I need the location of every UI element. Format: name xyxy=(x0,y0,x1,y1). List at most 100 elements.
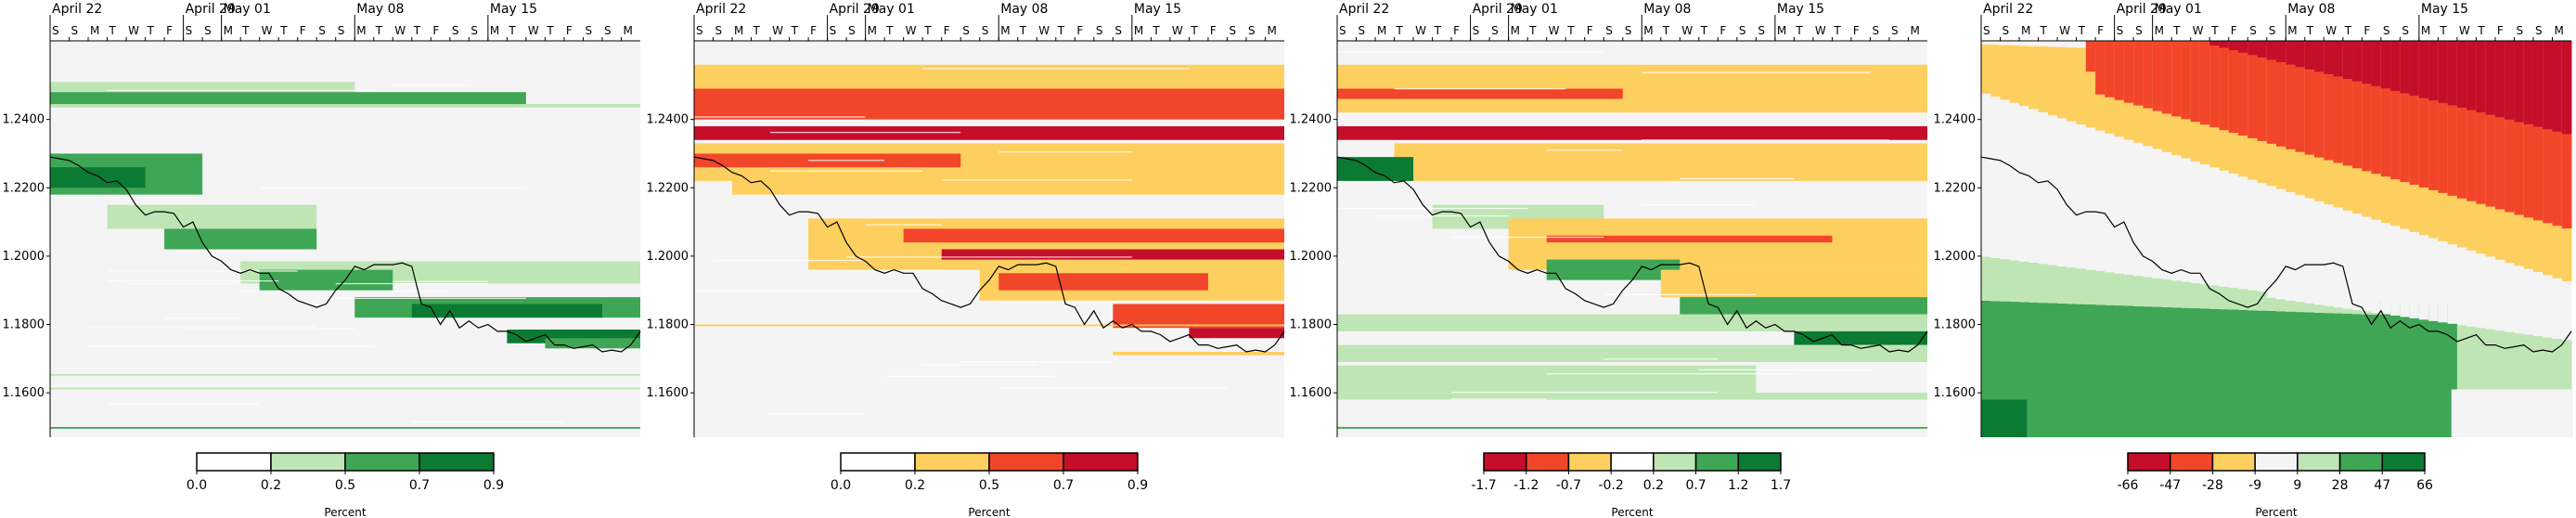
heatmap-column xyxy=(2447,41,2458,106)
day-label: T xyxy=(1795,24,1803,37)
heatmap-column xyxy=(2257,182,2268,291)
heatmap-column xyxy=(2467,41,2477,201)
heatmap-column xyxy=(2190,41,2201,123)
price-line xyxy=(693,156,1285,353)
heatmap-band xyxy=(1337,157,1414,181)
y-tick-label: 1.2000 xyxy=(3,250,45,264)
heatmap-column xyxy=(2237,289,2248,310)
heatmap-column xyxy=(2400,228,2411,317)
day-label: S xyxy=(2269,24,2276,37)
heatmap-column xyxy=(2190,282,2201,309)
heatmap-column xyxy=(2143,306,2154,437)
heatmap-column xyxy=(2447,41,2458,196)
heatmap-column xyxy=(2266,41,2277,144)
month-label: May 08 xyxy=(356,2,404,17)
heatmap-band xyxy=(808,218,1284,270)
heatmap-column xyxy=(2467,250,2477,327)
heatmap-column xyxy=(2418,41,2429,188)
day-label: S xyxy=(2535,24,2543,37)
heatmap-column xyxy=(2304,198,2315,304)
y-tick-label: 1.2200 xyxy=(3,181,45,195)
heatmap-column xyxy=(2371,41,2382,175)
day-label: T xyxy=(109,24,117,37)
heatmap-column xyxy=(2532,41,2544,127)
heatmap-column xyxy=(2485,329,2496,437)
heatmap-column xyxy=(2105,133,2116,273)
heatmap-column xyxy=(2067,41,2078,48)
heatmap-column xyxy=(2257,310,2268,437)
heatmap-column xyxy=(2304,41,2315,70)
heatmap-column xyxy=(2514,265,2525,334)
colorbar-title: Percent xyxy=(968,506,1010,518)
heatmap-column xyxy=(2380,301,2391,437)
heatmap-stripe xyxy=(107,270,298,272)
heatmap-column xyxy=(2029,262,2040,303)
day-label: S xyxy=(962,24,970,37)
heatmap-band xyxy=(1680,297,1927,318)
y-tick-label: 1.1600 xyxy=(1290,386,1333,400)
heatmap-band xyxy=(50,167,146,188)
day-label: S xyxy=(1891,24,1899,37)
heatmap-band xyxy=(107,204,317,229)
heatmap-column xyxy=(2400,302,2411,437)
heatmap-column xyxy=(2523,334,2534,437)
heatmap-column xyxy=(2190,161,2201,283)
day-label: T xyxy=(413,24,421,37)
heatmap-column xyxy=(2418,41,2429,98)
y-tick-label: 1.2000 xyxy=(1290,250,1333,264)
colorbar-label: -47 xyxy=(2159,478,2181,493)
day-label: T xyxy=(1528,24,1537,37)
heatmap-column xyxy=(2409,231,2420,318)
heatmap-stripe xyxy=(1451,236,1604,239)
heatmap-column xyxy=(2248,41,2258,56)
heatmap-column xyxy=(2561,280,2572,341)
heatmap-column xyxy=(2219,41,2230,131)
heatmap-band xyxy=(50,373,640,376)
heatmap-column xyxy=(2019,302,2029,437)
heatmap-column xyxy=(2199,284,2210,309)
colorbar-label: 0.0 xyxy=(831,478,851,493)
day-label: F xyxy=(1853,24,1860,37)
heatmap-column xyxy=(2228,288,2239,310)
heatmap-column xyxy=(2133,142,2144,277)
month-label: May 01 xyxy=(1511,2,1558,17)
price-line xyxy=(1980,156,2572,353)
day-label: M xyxy=(1910,24,1919,37)
heatmap-column xyxy=(2409,302,2420,437)
day-label: W xyxy=(128,24,139,37)
day-label: F xyxy=(566,24,573,37)
heatmap-column xyxy=(2009,41,2020,45)
heatmap-column xyxy=(2038,111,2049,265)
day-label: T xyxy=(791,24,799,37)
heatmap-column xyxy=(2085,269,2096,304)
day-label: M xyxy=(2421,24,2430,37)
heatmap-column xyxy=(2067,41,2078,122)
colorbar-label: 0.7 xyxy=(409,478,430,493)
colorbar-swatch xyxy=(2127,452,2171,472)
heatmap-column xyxy=(2057,41,2067,119)
day-label: S xyxy=(338,24,345,37)
heatmap-stripe xyxy=(770,132,961,134)
heatmap-column xyxy=(2428,41,2439,101)
day-label: M xyxy=(2554,24,2563,37)
day-label: S xyxy=(1229,24,1236,37)
y-tick-label: 1.2400 xyxy=(647,113,689,127)
day-label: F xyxy=(2363,24,2370,37)
colorbar-swatch xyxy=(2381,452,2426,472)
day-label: T xyxy=(508,24,516,37)
day-label: T xyxy=(2344,24,2352,37)
colorbar-label: 0.0 xyxy=(187,478,207,493)
day-label: S xyxy=(1114,24,1122,37)
heatmap-stripe xyxy=(411,421,564,423)
heatmap-column xyxy=(2114,136,2125,274)
heatmap-column xyxy=(2362,314,2373,437)
heatmap-column xyxy=(2456,247,2467,326)
heatmap-column xyxy=(2123,139,2134,275)
heatmap-column xyxy=(2143,277,2154,307)
colorbar-swatch xyxy=(270,452,346,472)
heatmap-column xyxy=(2543,275,2553,338)
heatmap-column xyxy=(2085,127,2096,270)
heatmap-column xyxy=(2333,307,2344,314)
heatmap-column xyxy=(2143,146,2154,278)
